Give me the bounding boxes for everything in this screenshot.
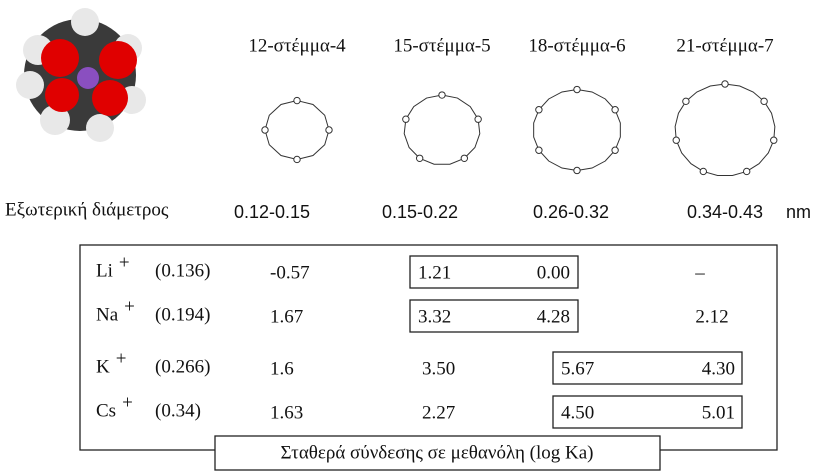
crown-name: 18-στέμμα-6 [528, 35, 625, 56]
table-value: 2.27 [422, 402, 455, 423]
diameter-label: Εξωτερική διάμετρος [5, 199, 169, 220]
oxygen-atom [761, 98, 767, 104]
oxygen-atom [439, 92, 445, 98]
oxygen-atom [612, 107, 618, 113]
ion: Cs [96, 400, 116, 421]
crown-ring [265, 101, 329, 160]
table-value: 0.00 [537, 262, 570, 283]
oxygen-atom [326, 127, 332, 133]
unit: nm [786, 202, 811, 222]
oxygen-atom [262, 127, 268, 133]
oxygen-atom [403, 116, 409, 122]
diameter: 0.34-0.43 [687, 202, 763, 222]
oxygen-atom [700, 168, 706, 174]
ion-radius: (0.34) [155, 400, 201, 421]
oxygen-atom [771, 137, 777, 143]
ion: Li [96, 260, 113, 281]
table-value: 2.12 [695, 306, 728, 327]
crown-name: 12-στέμμα-4 [248, 35, 346, 56]
caption: Σταθερά σύνδεσης σε μεθανόλη (log Ka) [280, 442, 593, 463]
diameter: 0.15-0.22 [382, 202, 458, 222]
table-value: 1.67 [270, 306, 303, 327]
oxygen-atom [294, 97, 300, 103]
ion: K [96, 356, 110, 377]
table-value: 5.67 [561, 358, 594, 379]
page: Σταθερά σύνδεσης σε μεθανόλη (log Ka) Εξ… [0, 0, 821, 473]
oxygen-atom [294, 156, 300, 162]
oxygen-atom [612, 147, 618, 153]
table-value: 3.32 [418, 306, 451, 327]
table-value: 4.50 [561, 402, 594, 423]
crown-name: 15-στέμμα-5 [393, 35, 490, 56]
table-value: – [694, 262, 705, 283]
oxygen-atom [536, 147, 542, 153]
diameter: 0.26-0.32 [533, 202, 609, 222]
ion-charge: + [119, 252, 130, 273]
oxygen-atom [475, 116, 481, 122]
ion-radius: (0.136) [155, 260, 210, 281]
oxygen-atom [722, 81, 728, 87]
table-value: 5.01 [702, 402, 735, 423]
ion-charge: + [122, 392, 133, 413]
table-value: 4.30 [702, 358, 735, 379]
ion-radius: (0.194) [155, 304, 210, 325]
oxygen-atom [574, 167, 580, 173]
crown-name: 21-στέμμα-7 [676, 35, 773, 56]
oxygen-atom [536, 107, 542, 113]
ion-charge: + [116, 348, 127, 369]
oxygen-atom [461, 155, 467, 161]
crown-ring [675, 84, 775, 175]
ion-radius: (0.266) [155, 356, 210, 377]
table-value: 4.28 [537, 306, 570, 327]
crown-ring [404, 95, 480, 164]
oxygen-atom [683, 98, 689, 104]
ion-charge: + [124, 296, 135, 317]
crown-ring [534, 90, 621, 171]
molecule-model [16, 8, 146, 142]
oxygen-atom [673, 137, 679, 143]
ion: Na [96, 304, 119, 325]
oxygen-atom [743, 168, 749, 174]
table-value: 1.63 [270, 402, 303, 423]
table-value: 1.21 [418, 262, 451, 283]
oxygen-atom [574, 86, 580, 92]
oxygen-atom [416, 155, 422, 161]
table-value: 3.50 [422, 358, 455, 379]
table-value: 1.6 [270, 358, 294, 379]
diameter: 0.12-0.15 [234, 202, 310, 222]
table-value: -0.57 [270, 262, 310, 283]
